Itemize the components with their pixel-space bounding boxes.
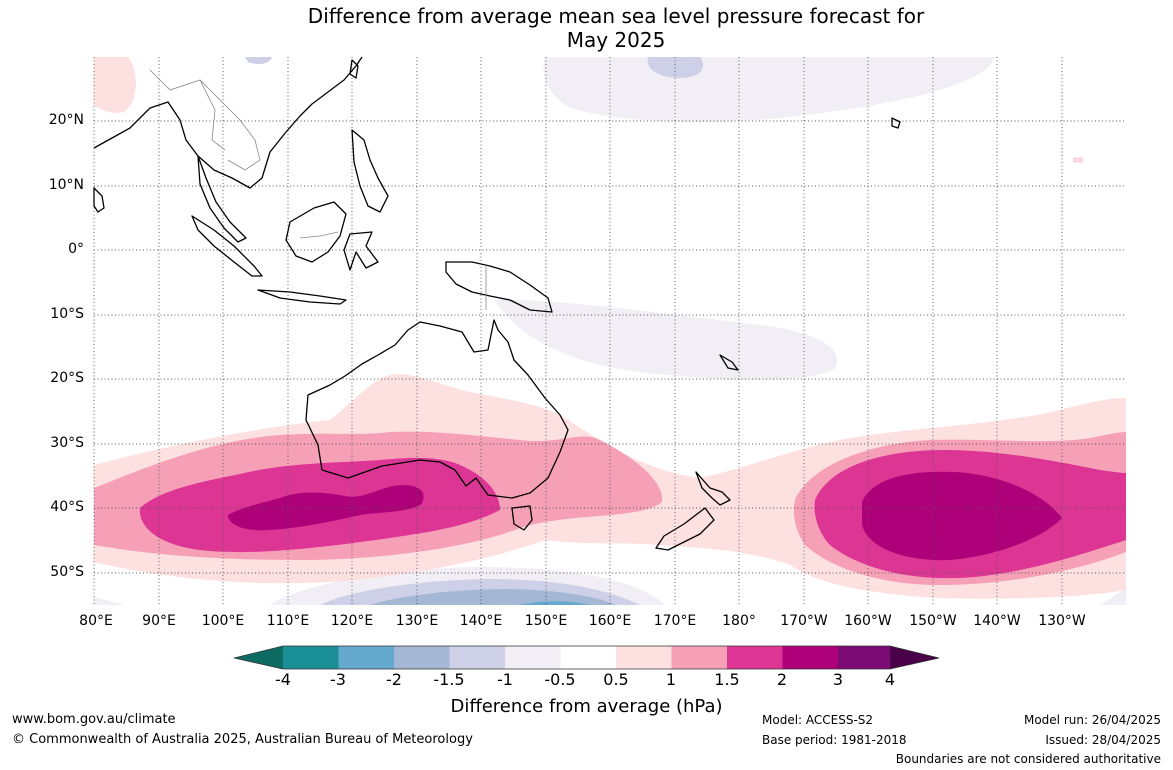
- hawaii-coastline: [891, 117, 901, 129]
- colorbar-tick: 0.5: [603, 670, 629, 689]
- anomaly-area-north-lavender: [543, 57, 995, 123]
- title-line-1: Difference from average mean sea level p…: [307, 4, 925, 28]
- sri-lanka-coastline: [93, 187, 105, 213]
- lat-label-20n: 20°N: [48, 112, 84, 128]
- lon-label-140w: 140°W: [973, 613, 1021, 629]
- anomaly-area-south-teal: [520, 601, 590, 605]
- colorbar-extend-high: [890, 646, 939, 669]
- colorbar-tick: -0.5: [544, 670, 576, 689]
- anomaly-area-north-blue-2: [245, 57, 272, 65]
- lon-label-140e: 140°E: [459, 613, 503, 629]
- colorbar-bin-1: [283, 646, 339, 669]
- lon-label-170w: 170°W: [780, 613, 828, 629]
- lon-label-150e: 150°E: [524, 613, 568, 629]
- colorbar-tick: 1.5: [714, 670, 740, 689]
- anomaly-area-eastern-crimson: [862, 471, 1062, 561]
- lon-label-130e: 130°E: [395, 613, 439, 629]
- taiwan-coastline: [349, 59, 359, 79]
- colorbar-tick: 1: [665, 670, 677, 689]
- anomaly-spot-pale-pink: [1073, 157, 1083, 163]
- colorbar-label: Difference from average (hPa): [450, 696, 723, 717]
- land-borders: [149, 69, 487, 310]
- lat-label-20s: 20°S: [50, 370, 84, 386]
- lat-label-40s: 40°S: [50, 499, 84, 515]
- australia-coastline: [305, 319, 569, 499]
- anomaly-area-coral-sea-lavender: [495, 299, 838, 380]
- boundaries-disclaimer: Boundaries are not considered authoritat…: [895, 752, 1161, 766]
- colorbar-tick: 3: [832, 670, 844, 689]
- colorbar: [233, 645, 940, 670]
- colorbar-bin-6: [560, 646, 616, 669]
- lon-label-100e: 100°E: [201, 613, 245, 629]
- lon-label-80e: 80°E: [79, 613, 113, 629]
- new-guinea-coastline: [445, 261, 553, 313]
- colorbar-bin-11: [838, 646, 890, 669]
- colorbar-extend-low: [234, 646, 283, 669]
- java-coastline: [257, 289, 347, 305]
- new-caledonia-coastline: [719, 354, 739, 371]
- lat-label-30s: 30°S: [50, 435, 84, 451]
- colorbar-tick: -3: [330, 670, 346, 689]
- base-period: Base period: 1981-2018: [762, 733, 907, 747]
- colorbar-bin-3: [394, 646, 450, 669]
- website-link[interactable]: www.bom.gov.au/climate: [12, 712, 176, 727]
- copyright-text: © Commonwealth of Australia 2025, Austra…: [12, 732, 473, 747]
- anomaly-area-south-steel: [370, 589, 615, 605]
- lon-label-160w: 160°W: [844, 613, 892, 629]
- lon-label-90e: 90°E: [142, 613, 176, 629]
- title-line-2: May 2025: [566, 28, 666, 52]
- colorbar-bin-8: [671, 646, 727, 669]
- anomaly-area-east-lavender: [1100, 588, 1126, 605]
- colorbar-tick: -4: [275, 670, 291, 689]
- new-zealand-north-coastline: [695, 471, 731, 506]
- issued-date: Issued: 28/04/2025: [1045, 733, 1161, 747]
- tasmania-coastline: [511, 505, 533, 531]
- graticule: [93, 57, 1126, 605]
- lon-label-180: 180°: [722, 613, 756, 629]
- colorbar-bin-7: [616, 646, 672, 669]
- model-name: Model: ACCESS-S2: [762, 713, 874, 727]
- colorbar-bin-4: [449, 646, 505, 669]
- lat-label-10s: 10°S: [50, 306, 84, 322]
- lon-label-160e: 160°E: [588, 613, 632, 629]
- anomaly-area-north-pale-pink: [94, 57, 136, 113]
- new-zealand-south-coastline: [655, 507, 715, 551]
- lat-label-10n: 10°N: [48, 177, 84, 193]
- sumatra-coastline: [191, 215, 263, 277]
- lon-label-120e: 120°E: [330, 613, 374, 629]
- colorbar-tick: 4: [884, 670, 896, 689]
- lon-label-110e: 110°E: [266, 613, 310, 629]
- colorbar-outline: [233, 645, 940, 670]
- sulawesi-coastline: [343, 231, 379, 271]
- colorbar-tick: 2: [776, 670, 788, 689]
- colorbar-tick: -1: [497, 670, 513, 689]
- borneo-coastline: [285, 201, 347, 263]
- lat-label-0: 0°: [68, 241, 84, 257]
- lat-label-50s: 50°S: [50, 564, 84, 580]
- model-run-date: Model run: 26/04/2025: [1023, 713, 1161, 727]
- philippines-coastline: [351, 129, 389, 213]
- coastlines: [93, 56, 901, 551]
- colorbar-bin-9: [727, 646, 783, 669]
- lon-label-150w: 150°W: [909, 613, 957, 629]
- anomaly-area-west-lavender: [94, 597, 125, 605]
- colorbar-bin-5: [505, 646, 561, 669]
- colorbar-tick: -2: [386, 670, 402, 689]
- asia-mainland-coastline: [93, 56, 363, 189]
- colorbar-bin-10: [782, 646, 838, 669]
- malay-peninsula-coastline: [197, 155, 247, 243]
- colorbar-bin-2: [338, 646, 394, 669]
- lon-label-130w: 130°W: [1038, 613, 1086, 629]
- lon-label-170e: 170°E: [653, 613, 697, 629]
- map-title: Difference from average mean sea level p…: [0, 4, 1173, 52]
- colorbar-tick: -1.5: [433, 670, 465, 689]
